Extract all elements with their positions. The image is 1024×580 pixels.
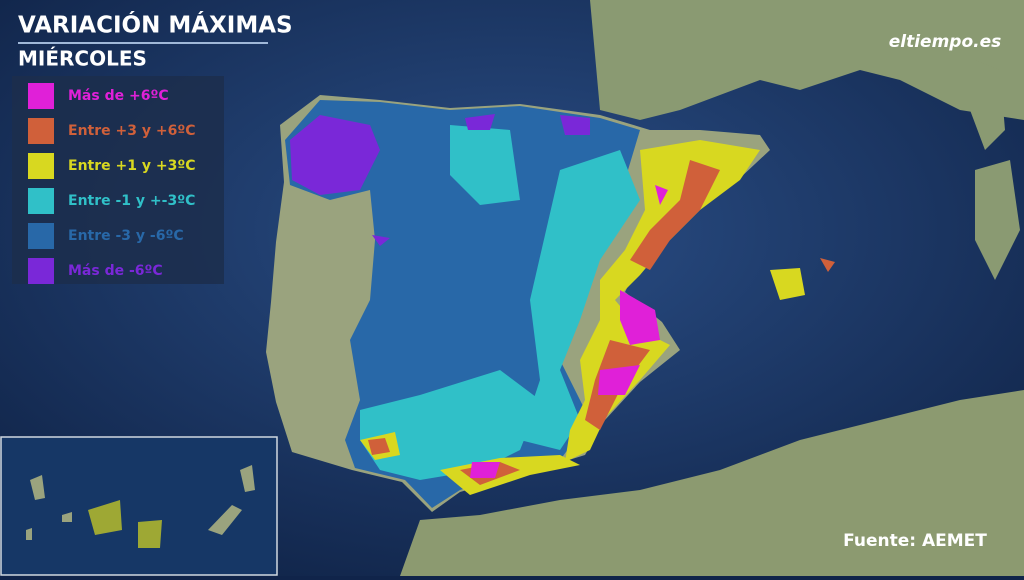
legend-box [12,76,224,284]
legend-label: Entre -3 y -6ºC [68,228,184,244]
legend-label: Entre +3 y +6ºC [68,123,195,139]
land-europe [590,0,1024,120]
legend-swatch [28,83,54,109]
zone-cool [360,125,640,480]
subtitle: MIÉRCOLES [18,47,147,71]
source: Fuente: AEMET [843,531,987,551]
legend-label: Entre -1 y +-3ºC [68,193,195,209]
legend-swatch [28,223,54,249]
zone-warm [360,140,805,495]
legend: Más de +6ºC Entre +3 y +6ºC Entre +1 y +3º… [28,83,195,284]
zone-very-cold [290,114,590,246]
canary-zones [88,500,162,548]
land-africa [400,390,1024,576]
legend-swatch [28,153,54,179]
legend-label: Más de -6ºC [68,263,163,279]
legend-label: Más de +6ºC [68,88,169,104]
canary-inset [0,436,278,576]
legend-swatch [28,258,54,284]
logo: eltiempo.es [889,32,1002,52]
legend-swatch [28,188,54,214]
legend-swatch [28,118,54,144]
zone-very-hot [470,185,668,478]
land-islands [970,60,1020,280]
title: VARIACIÓN MÁXIMAS [18,11,293,39]
legend-label: Entre +1 y +3ºC [68,158,195,174]
zone-hot [95,160,835,545]
